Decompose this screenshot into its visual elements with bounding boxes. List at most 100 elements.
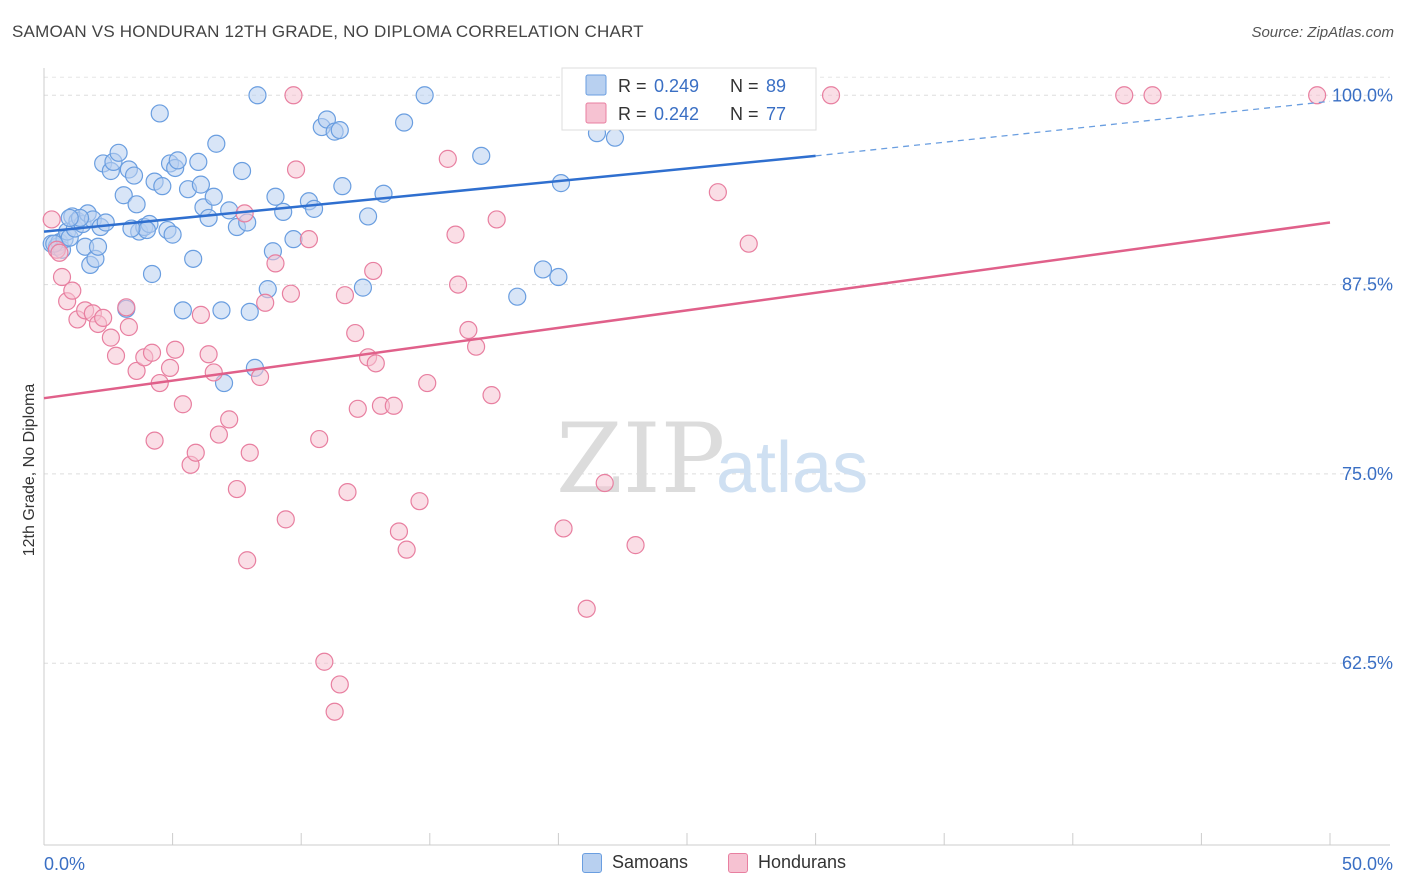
honduran-point-17 <box>142 343 162 362</box>
legend-swatch-samoans <box>585 74 607 96</box>
honduran-point-44 <box>325 702 344 721</box>
honduran-point-48 <box>346 323 365 343</box>
honduran-point-66 <box>554 519 573 538</box>
honduran-point-57 <box>410 492 429 511</box>
honduran-point-47 <box>338 482 357 502</box>
honduran-point-13 <box>117 298 136 317</box>
legend-n-value-1: 89 <box>766 76 786 96</box>
samoan-point-40 <box>189 152 208 172</box>
samoan-point-29 <box>142 264 162 284</box>
samoan-point-83 <box>137 220 156 240</box>
legend-n-label-1: N = <box>730 76 759 96</box>
y-tick-label-1: 75.0% <box>1342 464 1393 484</box>
honduran-point-62 <box>459 320 478 340</box>
legend-swatch-hondurans <box>585 102 607 124</box>
honduran-point-55 <box>389 522 409 541</box>
samoan-point-75 <box>551 174 571 193</box>
honduran-point-34 <box>250 367 270 387</box>
samoan-point-60 <box>304 199 324 218</box>
honduran-point-73 <box>821 86 841 105</box>
honduran-point-54 <box>384 396 403 415</box>
honduran-point-10 <box>94 308 113 328</box>
samoan-point-64 <box>330 120 349 140</box>
legend-r-label-2: R = <box>618 104 647 124</box>
trend-lines <box>43 100 1331 400</box>
legend-r-label-1: R = <box>618 76 647 96</box>
honduran-point-14 <box>119 317 138 337</box>
samoan-point-77 <box>605 128 625 147</box>
samoan-point-73 <box>533 260 553 279</box>
y-tick-label-2: 87.5% <box>1342 275 1393 295</box>
honduran-point-56 <box>397 540 416 559</box>
samoan-point-47 <box>220 201 239 220</box>
samoan-point-24 <box>124 166 144 185</box>
samoan-point-88 <box>163 225 182 244</box>
honduran-point-24 <box>186 443 205 462</box>
y-tick-label-3: 100.0% <box>1332 85 1393 105</box>
samoan-trend-extension <box>815 100 1331 157</box>
samoan-point-81 <box>88 237 108 256</box>
samoan-point-39 <box>184 249 203 268</box>
honduran-point-43 <box>315 652 334 671</box>
axes <box>43 68 1390 846</box>
honduran-point-71 <box>739 234 758 253</box>
honduran-point-51 <box>364 261 383 281</box>
honduran-point-76 <box>1308 86 1327 105</box>
legend-label-samoans: Samoans <box>612 852 689 872</box>
watermark: ZIP atlas <box>556 403 868 515</box>
honduran-point-39 <box>284 86 303 105</box>
bottom-legend: Samoans Hondurans <box>0 850 1406 880</box>
honduran-point-11 <box>101 328 120 347</box>
honduran-point-12 <box>106 346 126 365</box>
honduran-point-25 <box>191 305 210 324</box>
honduran-point-3 <box>52 267 72 287</box>
x-tick-label-0: 0.0% <box>44 854 85 874</box>
honduran-point-49 <box>348 399 367 418</box>
honduran-point-59 <box>438 149 457 168</box>
samoan-point-44 <box>207 134 226 153</box>
honduran-point-40 <box>286 160 306 179</box>
legend-box: R = 0.249 N = 89 R = 0.242 N = 77 <box>561 67 817 131</box>
honduran-point-60 <box>446 225 465 244</box>
series-hondurans-points <box>42 86 1327 721</box>
honduran-trend-line <box>43 221 1331 400</box>
samoan-point-53 <box>248 86 267 105</box>
honduran-point-5 <box>63 281 82 300</box>
samoan-point-45 <box>212 301 231 320</box>
samoan-point-66 <box>353 278 373 297</box>
hondurans-swatch <box>728 852 748 873</box>
honduran-point-22 <box>173 395 192 414</box>
legend-item-samoans[interactable]: Samoans <box>582 852 688 873</box>
samoan-point-43 <box>204 187 223 206</box>
samoan-point-36 <box>168 151 187 170</box>
honduran-point-45 <box>330 675 349 694</box>
samoan-point-41 <box>191 175 210 194</box>
honduran-point-65 <box>487 210 506 229</box>
watermark-zip: ZIP <box>556 403 725 515</box>
samoan-point-56 <box>266 187 285 206</box>
legend-r-value-1: 0.249 <box>654 76 699 96</box>
samoan-point-51 <box>240 302 259 321</box>
legend-label-hondurans: Hondurans <box>758 852 847 872</box>
legend-item-hondurans[interactable]: Hondurans <box>728 852 846 873</box>
honduran-point-58 <box>418 373 437 393</box>
legend-n-label-2: N = <box>730 104 759 124</box>
honduran-point-28 <box>209 425 228 444</box>
samoan-point-31 <box>150 104 169 123</box>
honduran-point-36 <box>266 254 285 273</box>
legend-r-value-2: 0.242 <box>654 104 699 124</box>
honduran-point-33 <box>240 443 259 462</box>
honduran-point-0 <box>42 210 61 229</box>
samoan-point-69 <box>394 113 414 132</box>
honduran-point-41 <box>299 230 319 249</box>
honduran-point-27 <box>204 363 223 382</box>
samoan-point-72 <box>508 287 527 306</box>
samoan-point-71 <box>472 146 491 165</box>
honduran-point-2 <box>50 243 69 262</box>
samoan-point-32 <box>153 177 172 196</box>
samoan-point-37 <box>173 301 192 320</box>
samoan-point-74 <box>549 267 568 287</box>
samoan-point-70 <box>415 86 434 105</box>
samoan-point-57 <box>274 202 293 221</box>
